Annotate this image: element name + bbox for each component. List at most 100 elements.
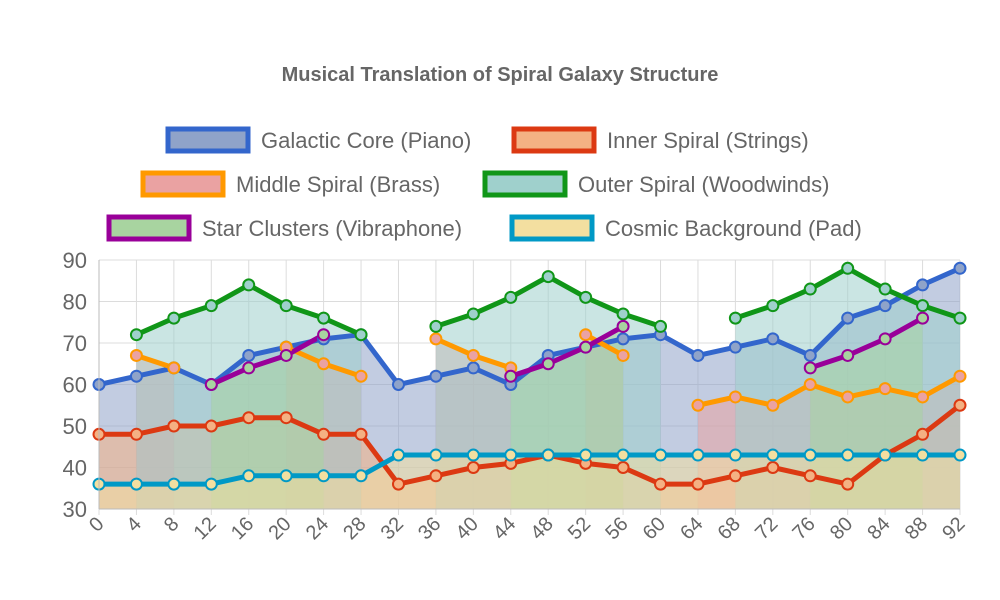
data-point[interactable] [242,361,256,375]
data-point[interactable] [354,469,368,483]
data-point[interactable] [466,348,480,362]
data-point[interactable] [916,390,930,404]
data-point[interactable] [616,319,630,333]
data-point[interactable] [691,448,705,462]
data-point[interactable] [803,448,817,462]
data-point[interactable] [579,448,593,462]
data-point[interactable] [654,319,668,333]
data-point[interactable] [504,369,518,383]
data-point[interactable] [466,461,480,474]
data-point[interactable] [803,361,817,375]
data-point[interactable] [916,311,930,325]
data-point[interactable] [953,261,967,275]
data-point[interactable] [916,278,930,292]
data-point[interactable] [916,448,930,462]
data-point[interactable] [616,461,630,474]
data-point[interactable] [728,469,742,483]
data-point[interactable] [242,278,256,292]
data-point[interactable] [429,332,443,346]
data-point[interactable] [841,348,855,362]
data-point[interactable] [279,299,293,313]
data-point[interactable] [204,378,218,391]
data-point[interactable] [616,348,630,362]
data-point[interactable] [466,448,480,462]
data-point[interactable] [579,290,593,304]
data-point[interactable] [616,448,630,462]
data-point[interactable] [766,398,780,412]
data-point[interactable] [242,469,256,483]
data-point[interactable] [466,307,480,321]
data-point[interactable] [242,348,256,362]
data-point[interactable] [728,448,742,462]
data-point[interactable] [391,448,405,462]
data-point[interactable] [129,328,143,342]
data-point[interactable] [616,332,630,346]
data-point[interactable] [841,448,855,462]
data-point[interactable] [541,448,555,462]
data-point[interactable] [204,477,218,491]
data-point[interactable] [654,448,668,462]
data-point[interactable] [279,469,293,483]
data-point[interactable] [841,390,855,404]
data-point[interactable] [429,469,443,483]
data-point[interactable] [129,427,143,441]
data-point[interactable] [878,332,892,346]
data-point[interactable] [728,340,742,354]
data-point[interactable] [429,319,443,333]
data-point[interactable] [466,361,480,375]
data-point[interactable] [728,311,742,325]
data-point[interactable] [167,477,181,491]
data-point[interactable] [317,311,331,325]
data-point[interactable] [279,411,293,425]
data-point[interactable] [129,369,143,383]
data-point[interactable] [878,448,892,462]
data-point[interactable] [579,328,593,342]
data-point[interactable] [841,261,855,275]
data-point[interactable] [878,299,892,313]
data-point[interactable] [317,469,331,483]
data-point[interactable] [279,348,293,362]
data-point[interactable] [803,348,817,362]
data-point[interactable] [766,332,780,346]
data-point[interactable] [916,427,930,441]
data-point[interactable] [354,427,368,441]
data-point[interactable] [728,390,742,404]
data-point[interactable] [841,311,855,325]
data-point[interactable] [391,477,405,491]
data-point[interactable] [129,477,143,491]
data-point[interactable] [766,448,780,462]
data-point[interactable] [317,328,331,342]
data-point[interactable] [504,290,518,304]
data-point[interactable] [204,299,218,313]
data-point[interactable] [803,469,817,483]
data-point[interactable] [953,398,967,412]
data-point[interactable] [616,307,630,321]
data-point[interactable] [129,348,143,362]
data-point[interactable] [429,369,443,383]
data-point[interactable] [579,340,593,354]
data-point[interactable] [391,378,405,391]
data-point[interactable] [691,477,705,491]
data-point[interactable] [167,419,181,433]
data-point[interactable] [654,477,668,491]
data-point[interactable] [354,369,368,383]
data-point[interactable] [691,398,705,412]
data-point[interactable] [878,282,892,296]
data-point[interactable] [803,378,817,391]
data-point[interactable] [878,382,892,396]
data-point[interactable] [766,299,780,313]
data-point[interactable] [541,357,555,371]
data-point[interactable] [317,427,331,441]
data-point[interactable] [504,448,518,462]
data-point[interactable] [317,357,331,371]
data-point[interactable] [354,328,368,342]
data-point[interactable] [766,461,780,474]
data-point[interactable] [429,448,443,462]
data-point[interactable] [953,369,967,383]
data-point[interactable] [953,448,967,462]
data-point[interactable] [691,348,705,362]
data-point[interactable] [841,477,855,491]
data-point[interactable] [803,282,817,296]
data-point[interactable] [916,299,930,313]
data-point[interactable] [953,311,967,325]
